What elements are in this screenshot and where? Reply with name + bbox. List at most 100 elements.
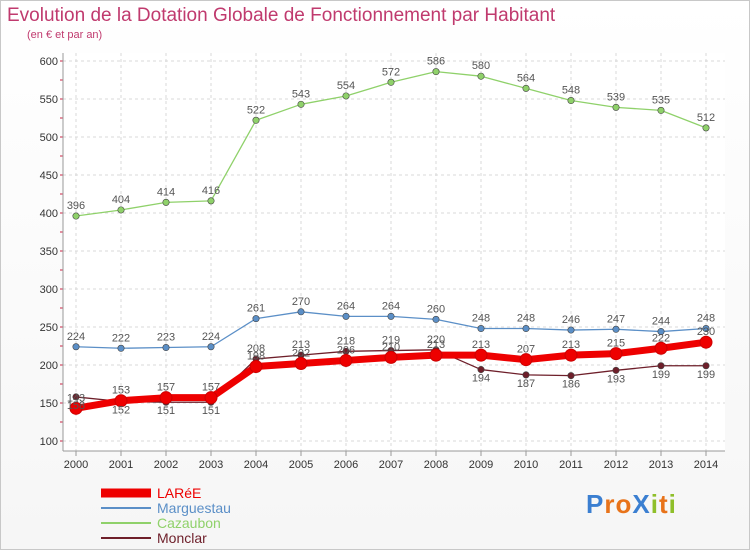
data-point xyxy=(564,348,578,362)
data-point xyxy=(522,371,530,379)
y-tick-label: 250 xyxy=(40,322,58,334)
data-label: 193 xyxy=(607,373,625,385)
data-point xyxy=(342,312,350,320)
data-label: 580 xyxy=(472,60,490,72)
x-tick-label: 2006 xyxy=(334,459,358,471)
logo-letter: i xyxy=(650,489,659,519)
data-point xyxy=(522,84,530,92)
logo-letter: r xyxy=(604,489,616,519)
data-label: 414 xyxy=(157,186,175,198)
data-label: 539 xyxy=(607,91,625,103)
data-label: 207 xyxy=(517,344,535,356)
data-label: 548 xyxy=(562,85,580,97)
x-tick-label: 2008 xyxy=(424,459,448,471)
x-tick-label: 2014 xyxy=(694,459,718,471)
data-point xyxy=(252,116,260,124)
data-point xyxy=(387,78,395,86)
x-tick-label: 2009 xyxy=(469,459,493,471)
data-label: 248 xyxy=(517,313,535,325)
data-label: 152 xyxy=(112,404,130,416)
logo-letter: o xyxy=(615,489,633,519)
data-label: 153 xyxy=(112,385,130,397)
data-point xyxy=(294,356,308,370)
data-point xyxy=(567,97,575,105)
y-tick-label: 500 xyxy=(40,132,58,144)
data-label: 199 xyxy=(697,369,715,381)
data-label: 215 xyxy=(607,338,625,350)
data-point xyxy=(162,344,170,352)
data-label: 543 xyxy=(292,88,310,100)
y-tick-label: 100 xyxy=(40,436,58,448)
x-tick-label: 2004 xyxy=(244,459,268,471)
x-tick-label: 2013 xyxy=(649,459,673,471)
data-label: 586 xyxy=(427,56,445,68)
data-point xyxy=(657,362,665,370)
data-point xyxy=(72,393,80,401)
data-label: 213 xyxy=(427,339,445,351)
data-point xyxy=(387,312,395,320)
x-tick-label: 2002 xyxy=(154,459,178,471)
data-point xyxy=(699,335,713,349)
x-tick-label: 2000 xyxy=(64,459,88,471)
data-point xyxy=(297,308,305,316)
data-label: 522 xyxy=(247,104,265,116)
data-label: 157 xyxy=(202,382,220,394)
data-label: 198 xyxy=(247,351,265,363)
data-point xyxy=(432,315,440,323)
y-tick-label: 450 xyxy=(40,170,58,182)
data-point xyxy=(249,360,263,374)
data-label: 416 xyxy=(202,185,220,197)
data-label: 230 xyxy=(697,326,715,338)
y-tick-label: 400 xyxy=(40,208,58,220)
data-label: 535 xyxy=(652,94,670,106)
data-point xyxy=(117,206,125,214)
data-label: 222 xyxy=(652,332,670,344)
logo-letter: P xyxy=(586,489,605,519)
logo-letter: X xyxy=(632,489,651,519)
data-point xyxy=(657,106,665,114)
data-point xyxy=(657,328,665,336)
data-label: 396 xyxy=(67,200,85,212)
data-point xyxy=(474,348,488,362)
data-label: 206 xyxy=(337,344,355,356)
data-label: 260 xyxy=(427,303,445,315)
legend-label: Monclar xyxy=(157,530,207,546)
data-point xyxy=(477,72,485,80)
data-label: 572 xyxy=(382,66,400,78)
data-label: 151 xyxy=(157,405,175,417)
data-point xyxy=(432,68,440,76)
x-tick-label: 2012 xyxy=(604,459,628,471)
data-point xyxy=(207,197,215,205)
chart-title: Evolution de la Dotation Globale de Fonc… xyxy=(7,5,556,26)
data-label: 187 xyxy=(517,378,535,390)
x-tick-label: 2010 xyxy=(514,459,538,471)
proxiti-logo: ProXiti xyxy=(586,489,677,520)
data-label: 554 xyxy=(337,80,355,92)
data-label: 224 xyxy=(67,331,85,343)
data-label: 248 xyxy=(697,313,715,325)
data-label: 218 xyxy=(337,335,355,347)
y-tick-label: 350 xyxy=(40,246,58,258)
x-tick-label: 2001 xyxy=(109,459,133,471)
data-label: 219 xyxy=(382,335,400,347)
legend-label: LARéE xyxy=(157,485,201,501)
data-point xyxy=(207,343,215,351)
data-label: 270 xyxy=(292,296,310,308)
data-point xyxy=(339,353,353,367)
data-label: 247 xyxy=(607,313,625,325)
data-point xyxy=(522,325,530,333)
data-point xyxy=(702,325,710,333)
data-label: 564 xyxy=(517,72,535,84)
data-point xyxy=(297,100,305,108)
data-label: 213 xyxy=(562,339,580,351)
data-label: 157 xyxy=(157,382,175,394)
x-tick-label: 2007 xyxy=(379,459,403,471)
data-point xyxy=(69,401,83,415)
data-point xyxy=(567,372,575,380)
data-label: 194 xyxy=(472,373,490,385)
data-label: 213 xyxy=(472,339,490,351)
data-point xyxy=(72,343,80,351)
data-point xyxy=(204,391,218,405)
data-point xyxy=(567,326,575,334)
y-tick-label: 600 xyxy=(40,56,58,68)
